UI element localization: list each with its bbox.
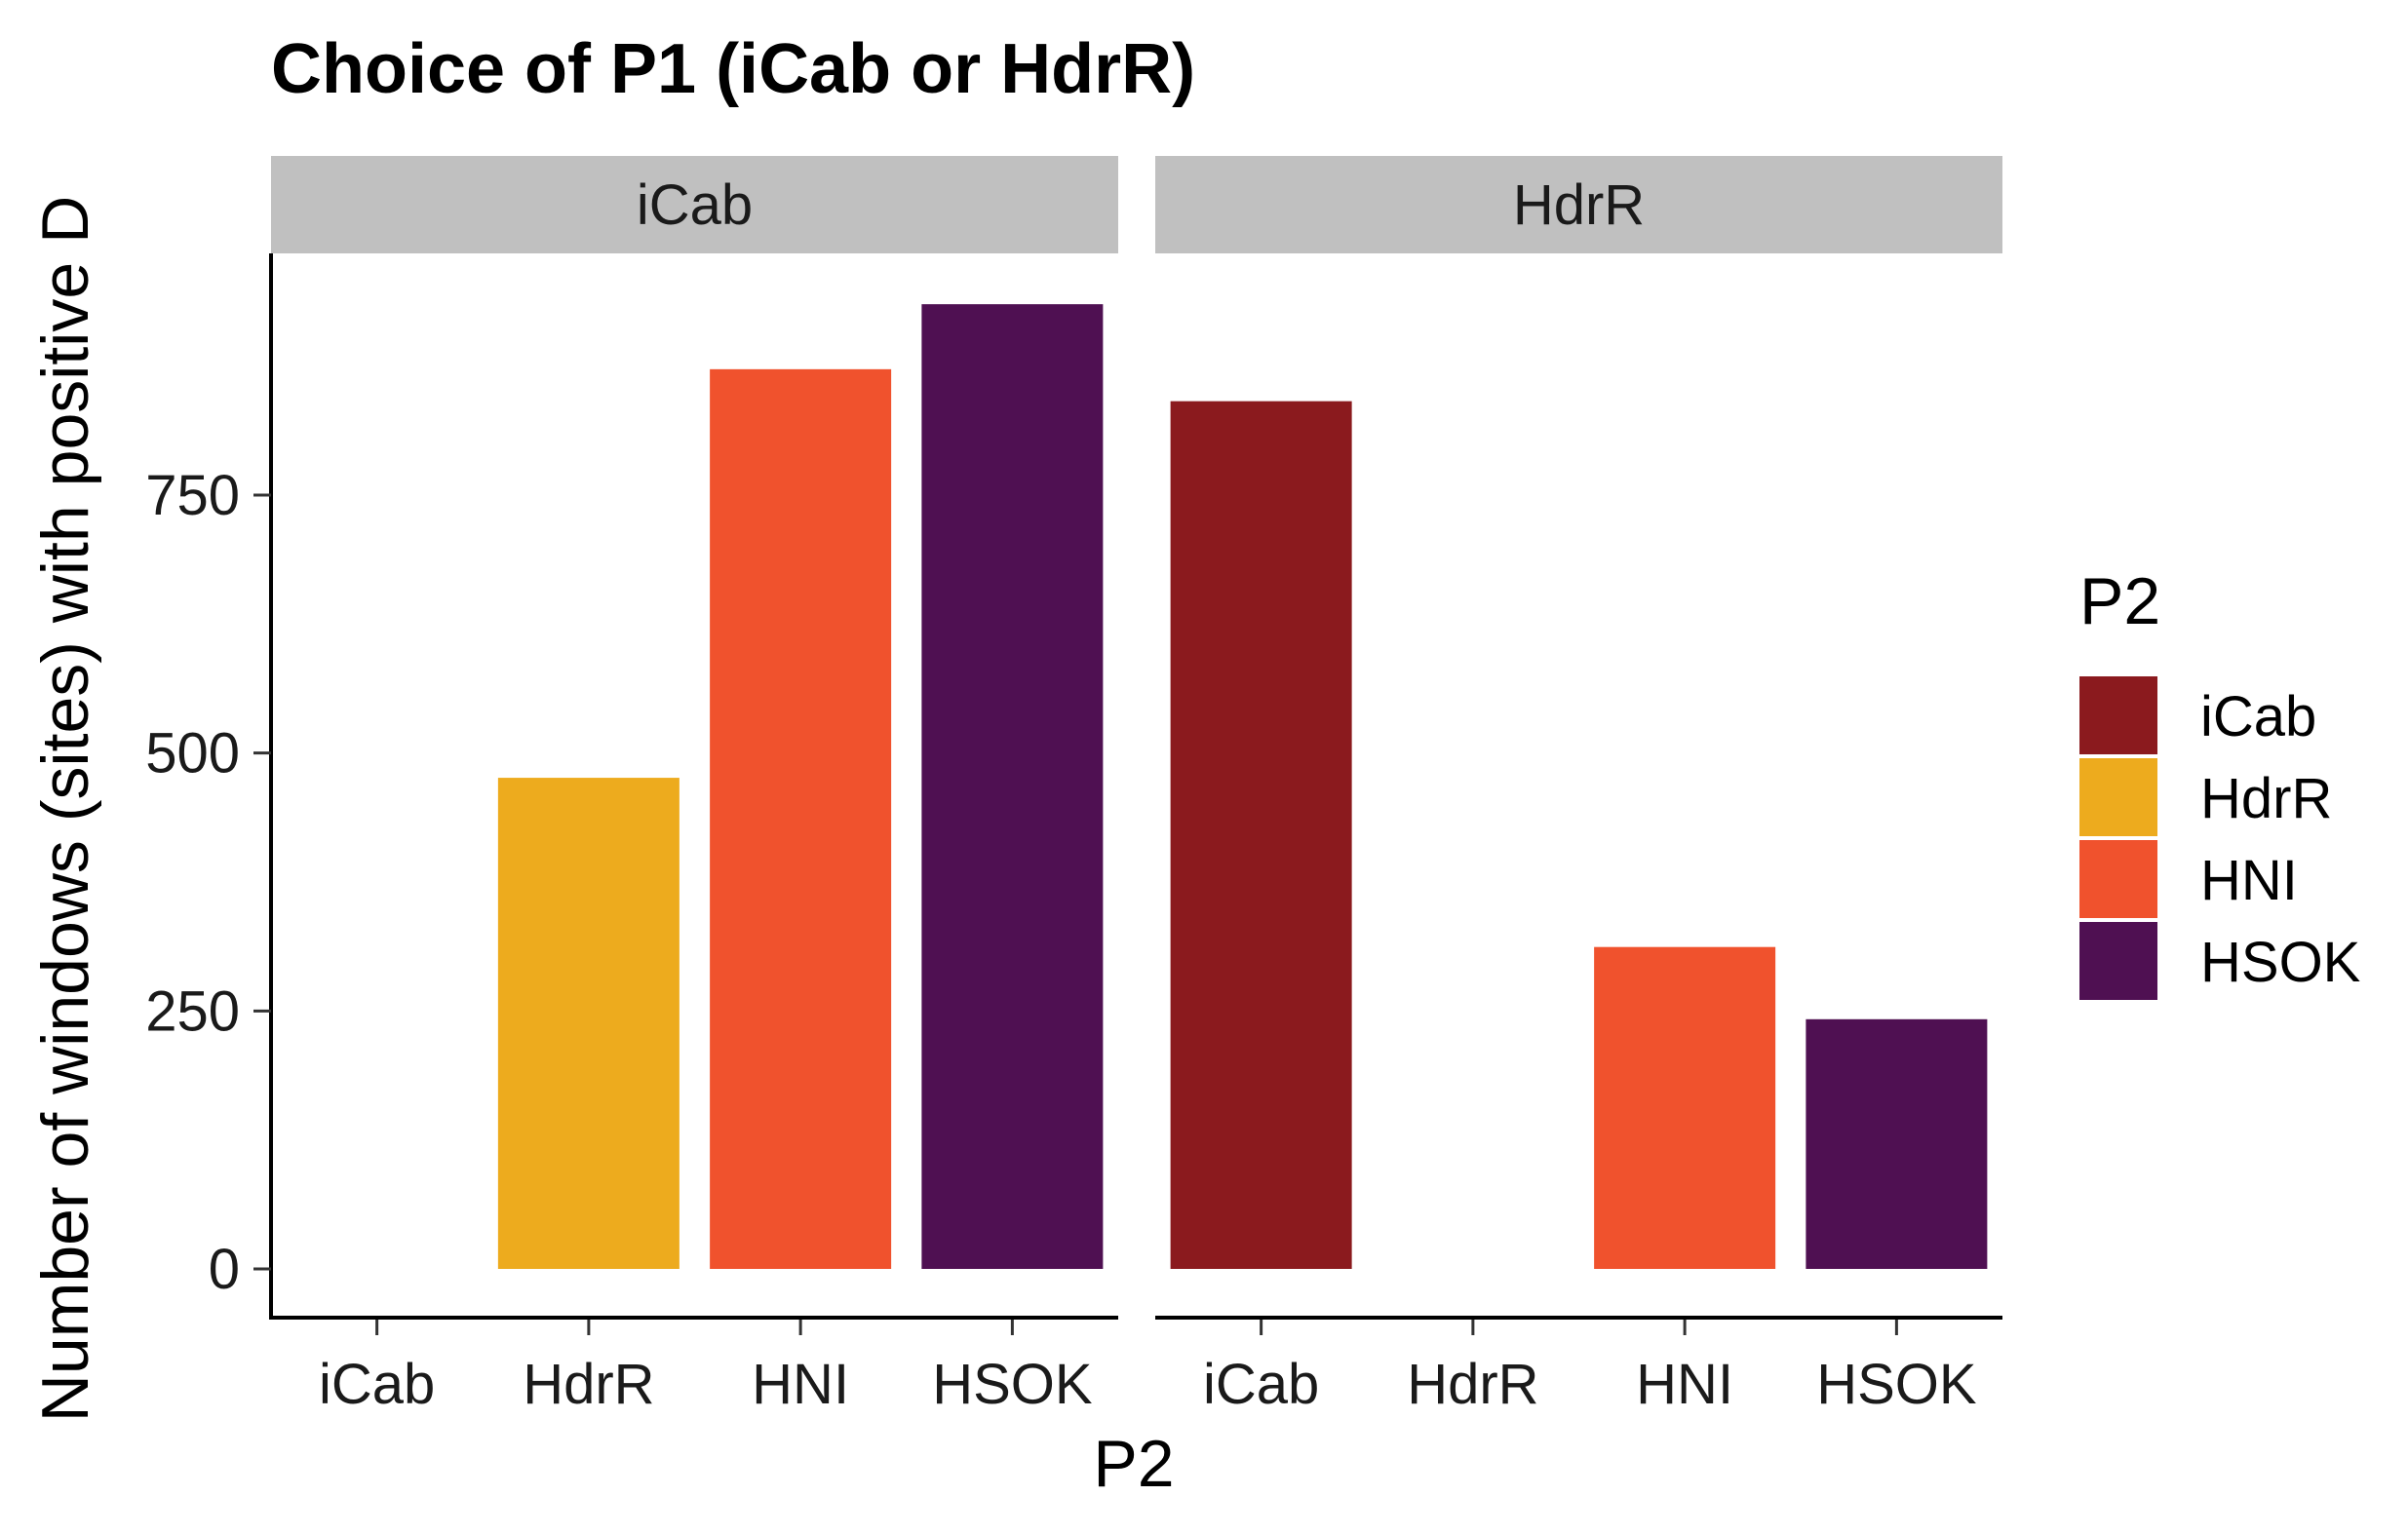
bar-icab-hdrr xyxy=(497,778,680,1269)
chart-title: Choice of P1 (iCab or HdrR) xyxy=(271,30,1195,108)
legend-label-hsok: HSOK xyxy=(2200,931,2361,994)
x-tick-label: iCab xyxy=(319,1353,435,1416)
y-axis: 0 250 500 750 xyxy=(145,253,273,1320)
x-axis-title: P2 xyxy=(1093,1427,1174,1501)
x-tick-label: HNI xyxy=(1636,1353,1733,1416)
legend-title: P2 xyxy=(2079,564,2160,638)
y-tick-label: 750 xyxy=(145,464,240,527)
legend-label-hdrr: HdrR xyxy=(2200,767,2332,830)
x-tick-label: HSOK xyxy=(1816,1353,1977,1416)
facet-strip xyxy=(1155,156,2002,253)
facet-strip-label: iCab xyxy=(637,173,753,237)
bar-icab-hsok xyxy=(921,304,1104,1269)
x-tick-label: HdrR xyxy=(523,1353,654,1416)
legend-key-icab xyxy=(2079,676,2157,754)
x-tick-label: HSOK xyxy=(932,1353,1093,1416)
x-tick-label: HNI xyxy=(752,1353,849,1416)
x-tick-label: HdrR xyxy=(1407,1353,1538,1416)
facet-panel-icab: iCab iCab HdrR HNI HSOK xyxy=(271,156,1118,1416)
legend-label-hni: HNI xyxy=(2200,849,2298,912)
legend-label-icab: iCab xyxy=(2200,685,2316,748)
y-tick-label: 500 xyxy=(145,722,240,786)
facet-panels: iCab iCab HdrR HNI HSOK HdrR iCab HdrR HNI HSOK xyxy=(271,156,2002,1416)
y-tick-label: 250 xyxy=(145,979,240,1043)
legend-key-hni xyxy=(2079,840,2157,918)
bar-icab-hni xyxy=(710,368,892,1269)
legend-key-hdrr xyxy=(2079,758,2157,836)
facet-strip xyxy=(271,156,1118,253)
y-tick-label: 0 xyxy=(209,1238,240,1301)
bar-hdrr-icab xyxy=(1170,401,1352,1269)
facet-strip-label: HdrR xyxy=(1513,173,1645,237)
y-axis-title: Number of windows (sites) with positive … xyxy=(28,196,102,1422)
legend: P2 iCab HdrR HNI HSOK xyxy=(2079,564,2361,1000)
bar-hdrr-hsok xyxy=(1806,1018,1988,1269)
legend-key-hsok xyxy=(2079,922,2157,1000)
bar-hdrr-hni xyxy=(1594,946,1776,1269)
facet-panel-hdrr: HdrR iCab HdrR HNI HSOK xyxy=(1155,156,2002,1416)
x-tick-label: iCab xyxy=(1203,1353,1319,1416)
